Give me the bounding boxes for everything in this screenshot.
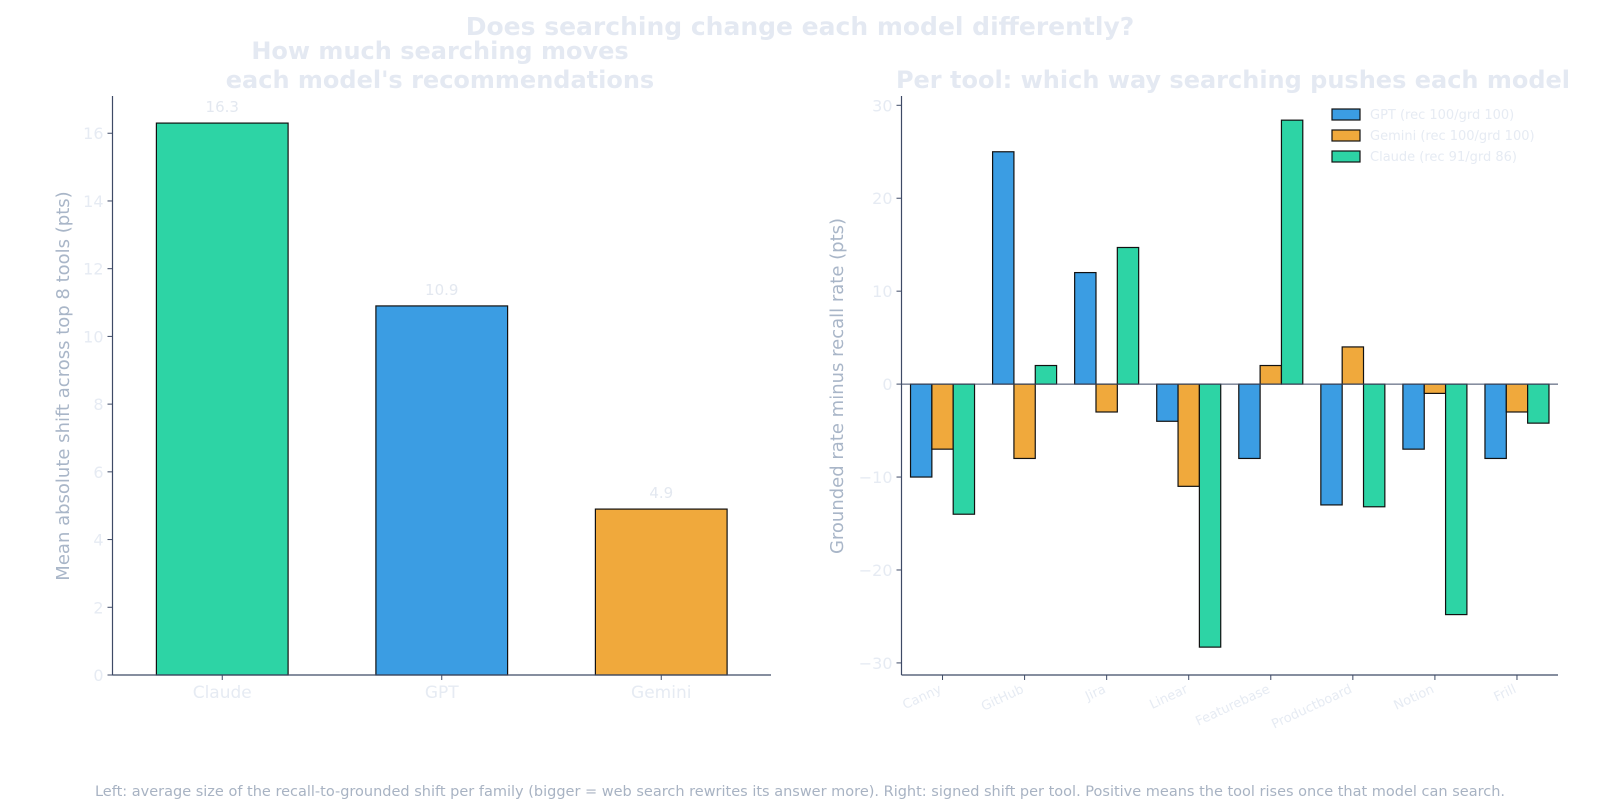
- left-x-tick-label: GPT: [425, 683, 459, 703]
- right-bar-notion-1: [1423, 383, 1447, 394]
- right-x-tick-label: Frill: [1492, 682, 1519, 705]
- legend-swatch: [1331, 150, 1361, 163]
- right-x-categories: Canny GitHub Jira Linear FeaturebaseProductb…: [901, 675, 1519, 732]
- left-x-tick-label: Gemini: [631, 683, 691, 703]
- legend-label: Gemini (rec 100/grd 100): [1370, 129, 1535, 144]
- right-bar-frill-0: [1484, 383, 1507, 460]
- right-bar-productboard-0: [1320, 383, 1343, 506]
- right-y-tick-label: 10: [872, 282, 892, 301]
- left-bar-gemini: [594, 508, 728, 676]
- right-bar-github-1: [1013, 383, 1036, 460]
- right-y-ticks: −30 −20 −10 0 10 20 30: [859, 96, 902, 673]
- right-bar-featurebase-0: [1238, 383, 1261, 460]
- right-x-tick-label: Linear: [1147, 682, 1191, 713]
- right-y-tick-label: −30: [859, 654, 893, 673]
- left-bars: [155, 122, 728, 676]
- left-y-axis-label: Mean absolute shift across top 8 tools (…: [53, 191, 74, 580]
- left-y-tick-label: 6: [93, 463, 103, 482]
- figure-title: Does searching change each model differe…: [466, 12, 1135, 41]
- right-y-tick-label: 0: [882, 375, 892, 394]
- right-bar-linear-1: [1177, 383, 1200, 487]
- left-y-tick-label: 4: [93, 531, 103, 550]
- left-data-label: 16.3: [206, 98, 239, 116]
- right-x-tick-label: GitHub: [979, 682, 1026, 715]
- legend-label: Claude (rec 91/grd 86): [1370, 150, 1517, 165]
- legend-label: GPT (rec 100/grd 100): [1370, 108, 1514, 123]
- legend-swatch: [1331, 129, 1361, 142]
- right-bar-productboard-2: [1362, 383, 1386, 508]
- left-y-tick-label: 10: [83, 327, 103, 346]
- legend-swatch: [1331, 108, 1361, 121]
- right-x-tick-label: Productboard: [1269, 682, 1354, 732]
- left-y-tick-label: 16: [83, 124, 103, 143]
- left-y-ticks: 0 2 4 6 8 10 12 14 16: [83, 124, 113, 685]
- right-x-tick-label: Featurebase: [1194, 682, 1273, 729]
- left-y-tick-label: 14: [83, 192, 103, 211]
- right-bar-github-0: [991, 151, 1015, 385]
- left-y-tick-label: 8: [93, 395, 103, 414]
- right-x-tick-label: Notion: [1392, 682, 1437, 714]
- figure-caption: Left: average size of the recall-to-grou…: [95, 784, 1505, 800]
- right-bar-notion-2: [1444, 383, 1468, 616]
- right-bar-frill-2: [1527, 383, 1550, 424]
- left-x-tick-label: Claude: [193, 683, 252, 703]
- right-x-tick-label: Canny: [901, 682, 945, 713]
- right-y-tick-label: 20: [872, 189, 892, 208]
- left-chart-title-line-1: How much searching moves: [251, 37, 628, 65]
- right-y-axis-label: Grounded rate minus recall rate (pts): [827, 218, 848, 554]
- legend: GPT (rec 100/grd 100) Gemini (rec 100/grd…: [1331, 108, 1535, 165]
- right-chart-title: Per tool: which way searching pushes eac…: [896, 66, 1570, 94]
- right-bar-featurebase-2: [1280, 119, 1304, 385]
- right-bar-jira-1: [1095, 383, 1118, 413]
- right-bar-linear-0: [1156, 383, 1179, 422]
- right-bar-canny-0: [909, 383, 933, 478]
- right-bar-canny-1: [931, 383, 954, 450]
- right-y-tick-label: −20: [859, 561, 893, 580]
- right-bar-linear-2: [1198, 383, 1222, 648]
- left-chart: How much searching moves each model's re…: [53, 37, 771, 703]
- left-y-tick-label: 0: [93, 666, 103, 685]
- right-bar-productboard-1: [1341, 346, 1365, 385]
- left-y-tick-label: 12: [83, 260, 103, 279]
- right-bar-frill-1: [1505, 383, 1529, 413]
- right-chart: Per tool: which way searching pushes eac…: [827, 66, 1570, 732]
- left-data-label: 10.9: [425, 281, 458, 299]
- left-y-tick-label: 2: [93, 598, 103, 617]
- left-chart-title-line-2: each model's recommendations: [226, 66, 654, 94]
- right-bar-jira-2: [1116, 246, 1140, 385]
- left-bar-claude: [155, 122, 289, 676]
- left-x-categories: Claude GPT Gemini: [193, 675, 691, 703]
- right-x-tick-label: Jira: [1082, 682, 1108, 705]
- right-bar-featurebase-1: [1259, 364, 1283, 385]
- right-bar-canny-2: [952, 383, 976, 515]
- right-bar-github-2: [1034, 364, 1058, 385]
- left-bar-gpt: [375, 305, 509, 676]
- left-data-labels: 16.3 10.9 4.9: [206, 98, 674, 502]
- right-y-tick-label: 30: [872, 96, 892, 115]
- right-y-tick-label: −10: [859, 468, 893, 487]
- left-data-label: 4.9: [649, 484, 673, 502]
- right-bar-jira-0: [1074, 271, 1097, 385]
- right-bar-notion-0: [1402, 383, 1425, 450]
- right-bars: [909, 119, 1550, 648]
